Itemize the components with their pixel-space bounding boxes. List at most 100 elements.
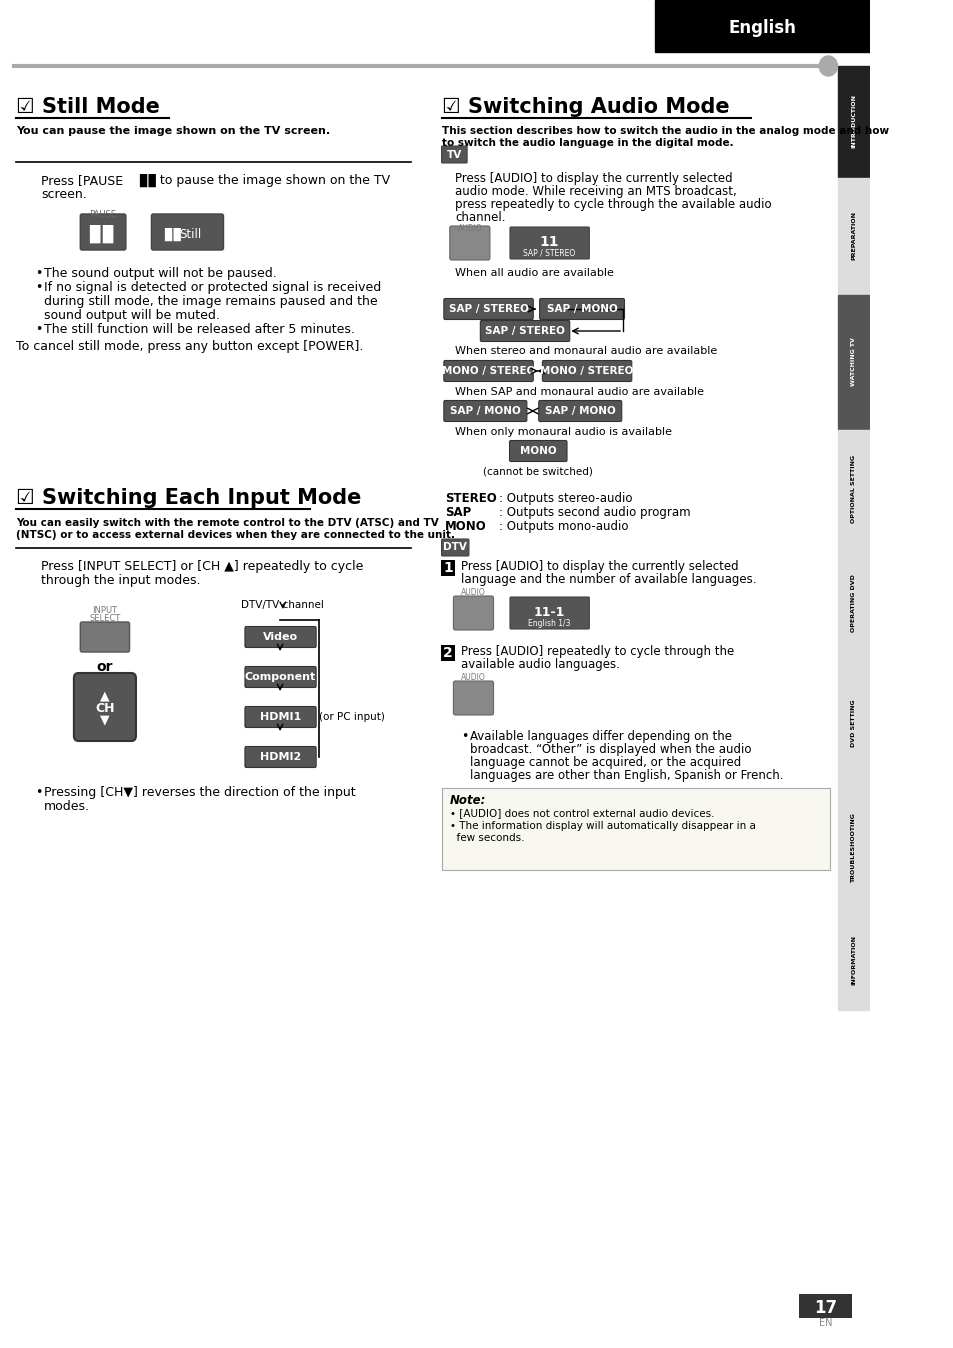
Text: ▊▊: ▊▊ xyxy=(164,228,183,241)
Text: : Outputs mono-audio: : Outputs mono-audio xyxy=(498,520,628,532)
Text: broadcast. “Other” is displayed when the audio: broadcast. “Other” is displayed when the… xyxy=(469,743,751,756)
Text: This section describes how to switch the audio in the analog mode and how: This section describes how to switch the… xyxy=(442,125,888,136)
Text: To cancel still mode, press any button except [POWER].: To cancel still mode, press any button e… xyxy=(16,340,363,353)
Text: Note:: Note: xyxy=(449,794,486,807)
Text: AUDIO: AUDIO xyxy=(460,673,485,682)
Bar xyxy=(838,295,869,429)
Text: TROUBLESHOOTING: TROUBLESHOOTING xyxy=(850,814,856,883)
FancyBboxPatch shape xyxy=(443,298,533,319)
Text: ▊▊: ▊▊ xyxy=(138,174,158,187)
FancyBboxPatch shape xyxy=(539,298,624,319)
Text: ☑ Switching Audio Mode: ☑ Switching Audio Mode xyxy=(442,97,729,117)
FancyBboxPatch shape xyxy=(453,596,493,630)
Text: OPTIONAL SETTING: OPTIONAL SETTING xyxy=(850,454,856,523)
Text: 11: 11 xyxy=(538,235,558,249)
Bar xyxy=(838,910,869,1010)
FancyBboxPatch shape xyxy=(453,681,493,714)
Text: MONO: MONO xyxy=(519,446,556,456)
Text: ☑ Switching Each Input Mode: ☑ Switching Each Input Mode xyxy=(16,488,361,508)
Bar xyxy=(838,430,869,547)
Bar xyxy=(838,178,869,294)
FancyBboxPatch shape xyxy=(509,441,566,461)
Text: press repeatedly to cycle through the available audio: press repeatedly to cycle through the av… xyxy=(455,198,771,212)
Text: languages are other than English, Spanish or French.: languages are other than English, Spanis… xyxy=(469,768,782,782)
Text: available audio languages.: available audio languages. xyxy=(460,658,618,671)
Text: When stereo and monaural audio are available: When stereo and monaural audio are avail… xyxy=(455,346,717,356)
Text: (NTSC) or to access external devices when they are connected to the unit.: (NTSC) or to access external devices whe… xyxy=(16,530,455,541)
FancyBboxPatch shape xyxy=(80,621,130,652)
Text: You can pause the image shown on the TV screen.: You can pause the image shown on the TV … xyxy=(16,125,330,136)
FancyBboxPatch shape xyxy=(510,226,589,259)
FancyBboxPatch shape xyxy=(245,706,315,728)
Text: 11-1: 11-1 xyxy=(533,607,564,620)
Text: PAUSE: PAUSE xyxy=(89,210,115,218)
Text: MONO / STEREO: MONO / STEREO xyxy=(539,367,633,376)
Text: DVD SETTING: DVD SETTING xyxy=(850,700,856,747)
FancyBboxPatch shape xyxy=(73,673,135,741)
Text: SAP / MONO: SAP / MONO xyxy=(450,406,520,417)
FancyBboxPatch shape xyxy=(245,747,315,767)
Text: SELECT: SELECT xyxy=(90,613,120,623)
FancyBboxPatch shape xyxy=(245,627,315,647)
Text: DTV/TV channel: DTV/TV channel xyxy=(241,600,324,611)
Text: INTRODUCTION: INTRODUCTION xyxy=(850,94,856,148)
Text: •: • xyxy=(34,280,42,294)
Text: Press [AUDIO] to display the currently selected: Press [AUDIO] to display the currently s… xyxy=(460,559,738,573)
Text: PREPARATION: PREPARATION xyxy=(850,212,856,260)
Text: •: • xyxy=(34,324,42,336)
Text: 1: 1 xyxy=(442,561,453,576)
Text: CH: CH xyxy=(95,701,114,714)
Text: SAP / MONO: SAP / MONO xyxy=(546,305,617,314)
Bar xyxy=(655,0,869,53)
Text: few seconds.: few seconds. xyxy=(449,833,524,842)
Text: The still function will be released after 5 minutes.: The still function will be released afte… xyxy=(44,324,355,336)
Bar xyxy=(442,789,829,869)
Text: through the input modes.: through the input modes. xyxy=(41,574,200,586)
FancyBboxPatch shape xyxy=(538,400,621,422)
FancyBboxPatch shape xyxy=(152,214,223,249)
Text: 2: 2 xyxy=(442,646,453,661)
Text: •: • xyxy=(34,786,42,799)
Text: If no signal is detected or protected signal is received: If no signal is detected or protected si… xyxy=(44,280,380,294)
Text: DTV: DTV xyxy=(443,542,467,553)
FancyBboxPatch shape xyxy=(443,400,526,422)
Bar xyxy=(838,549,869,659)
Text: ▲: ▲ xyxy=(100,689,110,702)
Text: When only monaural audio is available: When only monaural audio is available xyxy=(455,427,672,437)
Circle shape xyxy=(819,57,837,75)
Text: MONO: MONO xyxy=(445,520,486,532)
FancyBboxPatch shape xyxy=(245,666,315,687)
Text: Pressing [CH▼] reverses the direction of the input: Pressing [CH▼] reverses the direction of… xyxy=(44,786,355,799)
Text: • [AUDIO] does not control external audio devices.: • [AUDIO] does not control external audi… xyxy=(449,807,714,818)
Text: during still mode, the image remains paused and the: during still mode, the image remains pau… xyxy=(44,295,377,307)
Text: •: • xyxy=(34,267,42,280)
FancyBboxPatch shape xyxy=(479,321,569,341)
Text: OPERATING DVD: OPERATING DVD xyxy=(850,574,856,632)
Text: AUDIO: AUDIO xyxy=(460,588,485,597)
Text: AUDIO: AUDIO xyxy=(457,224,481,233)
Text: (or PC input): (or PC input) xyxy=(319,712,385,723)
Text: MONO / STEREO: MONO / STEREO xyxy=(441,367,535,376)
Text: STEREO: STEREO xyxy=(445,492,497,506)
Text: 17: 17 xyxy=(813,1299,837,1317)
Text: Still: Still xyxy=(178,228,201,240)
Text: •: • xyxy=(460,731,468,743)
FancyBboxPatch shape xyxy=(510,597,589,630)
Text: Component: Component xyxy=(245,673,315,682)
Text: : Outputs stereo-audio: : Outputs stereo-audio xyxy=(498,492,632,506)
Text: to switch the audio language in the digital mode.: to switch the audio language in the digi… xyxy=(442,137,733,148)
FancyBboxPatch shape xyxy=(441,539,469,555)
Text: or: or xyxy=(96,661,113,674)
Text: (cannot be switched): (cannot be switched) xyxy=(483,466,593,476)
Bar xyxy=(799,1294,851,1318)
Text: Press [INPUT SELECT] or [CH ▲] repeatedly to cycle: Press [INPUT SELECT] or [CH ▲] repeatedl… xyxy=(41,559,363,573)
Text: SAP / MONO: SAP / MONO xyxy=(544,406,615,417)
Text: : Outputs second audio program: : Outputs second audio program xyxy=(498,506,690,519)
FancyBboxPatch shape xyxy=(542,360,631,381)
Text: TV: TV xyxy=(446,150,461,160)
Text: modes.: modes. xyxy=(44,799,90,813)
Text: SAP: SAP xyxy=(445,506,471,519)
Text: The sound output will not be paused.: The sound output will not be paused. xyxy=(44,267,276,280)
Text: WATCHING TV: WATCHING TV xyxy=(850,337,856,387)
Text: SAP / STEREO: SAP / STEREO xyxy=(522,248,575,257)
